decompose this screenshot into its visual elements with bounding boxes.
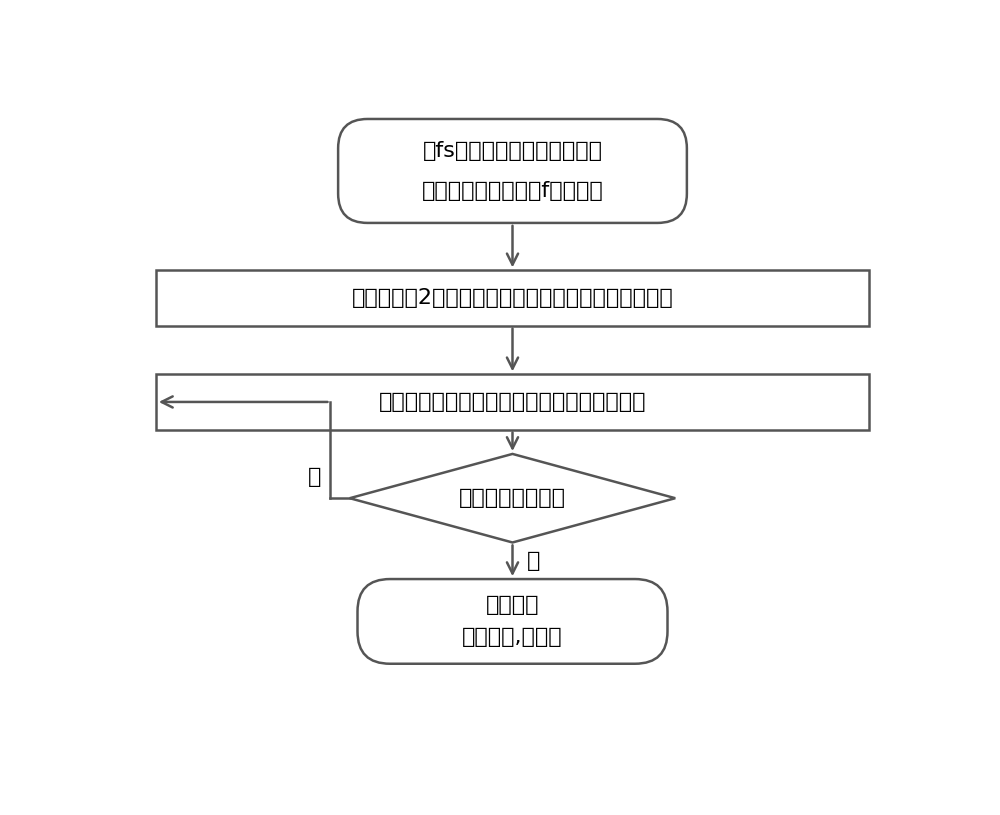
Text: 根据系统的激励频率f和采样频: 根据系统的激励频率f和采样频: [422, 181, 603, 200]
Text: 代入新增采样点，利用递推算法更新解调结果: 代入新增采样点，利用递推算法更新解调结果: [379, 392, 646, 412]
Text: 是否满足系统要求: 是否满足系统要求: [459, 488, 566, 509]
FancyBboxPatch shape: [338, 119, 687, 223]
Text: 结束解调,输出幅: 结束解调,输出幅: [462, 628, 563, 647]
Text: 是: 是: [526, 551, 540, 570]
FancyBboxPatch shape: [156, 271, 869, 326]
FancyBboxPatch shape: [156, 374, 869, 430]
Text: 选取初始的2个采样点，计算初始数据矩阵和状态矩阵: 选取初始的2个采样点，计算初始数据矩阵和状态矩阵: [352, 288, 673, 308]
Text: 值和相角: 值和相角: [486, 595, 539, 615]
Text: 率fs建立初始方程和递推方程: 率fs建立初始方程和递推方程: [422, 141, 602, 161]
FancyBboxPatch shape: [358, 579, 668, 663]
Text: 否: 否: [308, 467, 321, 487]
Polygon shape: [350, 454, 675, 543]
